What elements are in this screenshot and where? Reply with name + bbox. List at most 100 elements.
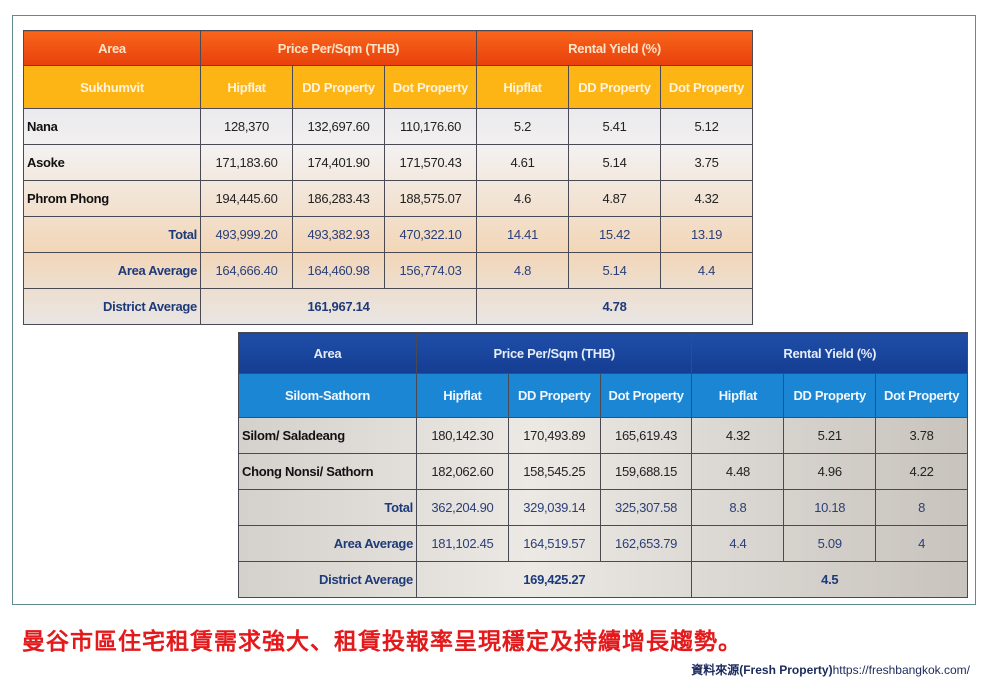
summary-cell: 325,307.58 — [599, 489, 693, 526]
yield-header: Rental Yield (%) — [691, 332, 968, 374]
table-cell: 188,575.07 — [384, 180, 477, 217]
table-cell: 171,570.43 — [384, 144, 477, 181]
table-cell: 182,062.60 — [416, 453, 509, 490]
summary-cell: 8.8 — [691, 489, 785, 526]
table-cell: 5.12 — [660, 108, 753, 145]
table-cell: 3.78 — [875, 417, 968, 454]
price-header: Price Per/Sqm (THB) — [200, 30, 477, 66]
yield-header: Rental Yield (%) — [476, 30, 753, 66]
summary-label: Area Average — [238, 525, 417, 562]
header-row: Area Price Per/Sqm (THB) Rental Yield (%) — [23, 30, 753, 66]
summary-cell: 13.19 — [660, 216, 753, 253]
table-cell: 4.96 — [783, 453, 877, 490]
table-cell: 174,401.90 — [292, 144, 385, 181]
subheader-row: Silom-Sathorn Hipflat DD Property Dot Prope… — [238, 373, 968, 418]
district-average-price: 169,425.27 — [415, 561, 693, 598]
source-column-header: DD Property — [783, 373, 877, 418]
summary-cell: 4.4 — [660, 252, 753, 289]
summary-cell: 164,519.57 — [507, 525, 601, 562]
row-label: Asoke — [23, 144, 201, 181]
summary-label: Total — [23, 216, 201, 253]
summary-cell: 156,774.03 — [384, 252, 477, 289]
table-row: Chong Nonsi/ Sathorn 182,062.60 158,545.25… — [238, 453, 968, 490]
price-header: Price Per/Sqm (THB) — [415, 332, 693, 374]
source-column-header: Hipflat — [476, 65, 569, 109]
source-column-header: DD Property — [568, 65, 661, 109]
summary-cell: 14.41 — [476, 216, 569, 253]
district-average-label: District Average — [23, 288, 201, 325]
source-column-header: Hipflat — [200, 65, 293, 109]
table-cell: 171,183.60 — [200, 144, 293, 181]
summary-cell: 362,204.90 — [416, 489, 509, 526]
table-cell: 158,545.25 — [507, 453, 601, 490]
table-cell: 186,283.43 — [292, 180, 385, 217]
summary-label: Total — [238, 489, 417, 526]
summary-cell: 8 — [875, 489, 968, 526]
table-cell: 5.41 — [568, 108, 661, 145]
summary-cell: 5.14 — [568, 252, 661, 289]
table-cell: 194,445.60 — [200, 180, 293, 217]
table-cell: 4.61 — [476, 144, 569, 181]
district-average-yield: 4.78 — [476, 288, 753, 325]
source-column-header: DD Property — [292, 65, 385, 109]
source-column-header: Hipflat — [416, 373, 509, 418]
row-label: Phrom Phong — [23, 180, 201, 217]
table-row: Silom/ Saladeang 180,142.30 170,493.89 165,… — [238, 417, 968, 454]
source-column-header: Dot Property — [384, 65, 477, 109]
table-cell: 5.14 — [568, 144, 661, 181]
silom-sathorn-table: Area Price Per/Sqm (THB) Rental Yield (%) S… — [238, 332, 968, 598]
table-cell: 4.87 — [568, 180, 661, 217]
row-label: Nana — [23, 108, 201, 145]
summary-cell: 470,322.10 — [384, 216, 477, 253]
district-average-label: District Average — [238, 561, 417, 598]
table-row: Phrom Phong 194,445.60 186,283.43 188,575.0… — [23, 180, 753, 217]
summary-cell: 493,999.20 — [200, 216, 293, 253]
source-column-header: Hipflat — [691, 373, 785, 418]
source-name: (Fresh Property) — [739, 663, 833, 677]
table-row: Asoke 171,183.60 174,401.90 171,570.43 4.61 5… — [23, 144, 753, 181]
table-cell: 159,688.15 — [599, 453, 693, 490]
row-label: Silom/ Saladeang — [238, 417, 417, 454]
district-average-price: 161,967.14 — [200, 288, 477, 325]
district-average-row: District Average 161,967.14 4.78 — [23, 288, 753, 325]
table-cell: 165,619.43 — [599, 417, 693, 454]
summary-row: Area Average 164,666.40 164,460.98 156,774.… — [23, 252, 753, 289]
table-cell: 5.21 — [783, 417, 877, 454]
header-row: Area Price Per/Sqm (THB) Rental Yield (%) — [238, 332, 968, 374]
source-prefix: 資料來源 — [691, 663, 740, 677]
summary-cell: 4.4 — [691, 525, 785, 562]
district-average-row: District Average 169,425.27 4.5 — [238, 561, 968, 598]
table-cell: 128,370 — [200, 108, 293, 145]
table-cell: 4.6 — [476, 180, 569, 217]
source-column-header: Dot Property — [875, 373, 968, 418]
summary-cell: 4 — [875, 525, 968, 562]
district-name: Sukhumvit — [23, 65, 201, 109]
table-cell: 4.32 — [660, 180, 753, 217]
summary-cell: 4.8 — [476, 252, 569, 289]
source-credit: 資料來源(Fresh Property)https://freshbangkok… — [691, 661, 970, 678]
table-cell: 170,493.89 — [507, 417, 601, 454]
summary-cell: 15.42 — [568, 216, 661, 253]
district-name: Silom-Sathorn — [238, 373, 417, 418]
source-url[interactable]: https://freshbangkok.com/ — [832, 663, 970, 677]
source-column-header: DD Property — [507, 373, 601, 418]
summary-cell: 181,102.45 — [416, 525, 509, 562]
area-header: Area — [23, 30, 201, 66]
summary-row: Area Average 181,102.45 164,519.57 162,653.… — [238, 525, 968, 562]
summary-cell: 329,039.14 — [507, 489, 601, 526]
summary-cell: 10.18 — [783, 489, 877, 526]
subheader-row: Sukhumvit Hipflat DD Property Dot Property H… — [23, 65, 753, 109]
district-average-yield: 4.5 — [691, 561, 968, 598]
table-cell: 180,142.30 — [416, 417, 509, 454]
summary-cell: 162,653.79 — [599, 525, 693, 562]
image-frame — [12, 15, 976, 605]
summary-row: Total 493,999.20 493,382.93 470,322.10 14.41… — [23, 216, 753, 253]
table-cell: 4.22 — [875, 453, 968, 490]
table-row: Nana 128,370 132,697.60 110,176.60 5.2 5.41 5.… — [23, 108, 753, 145]
summary-cell: 164,460.98 — [292, 252, 385, 289]
sukhumvit-table: Area Price Per/Sqm (THB) Rental Yield (%) S… — [23, 30, 753, 325]
summary-cell: 493,382.93 — [292, 216, 385, 253]
source-column-header: Dot Property — [599, 373, 693, 418]
table-cell: 132,697.60 — [292, 108, 385, 145]
summary-label: Area Average — [23, 252, 201, 289]
